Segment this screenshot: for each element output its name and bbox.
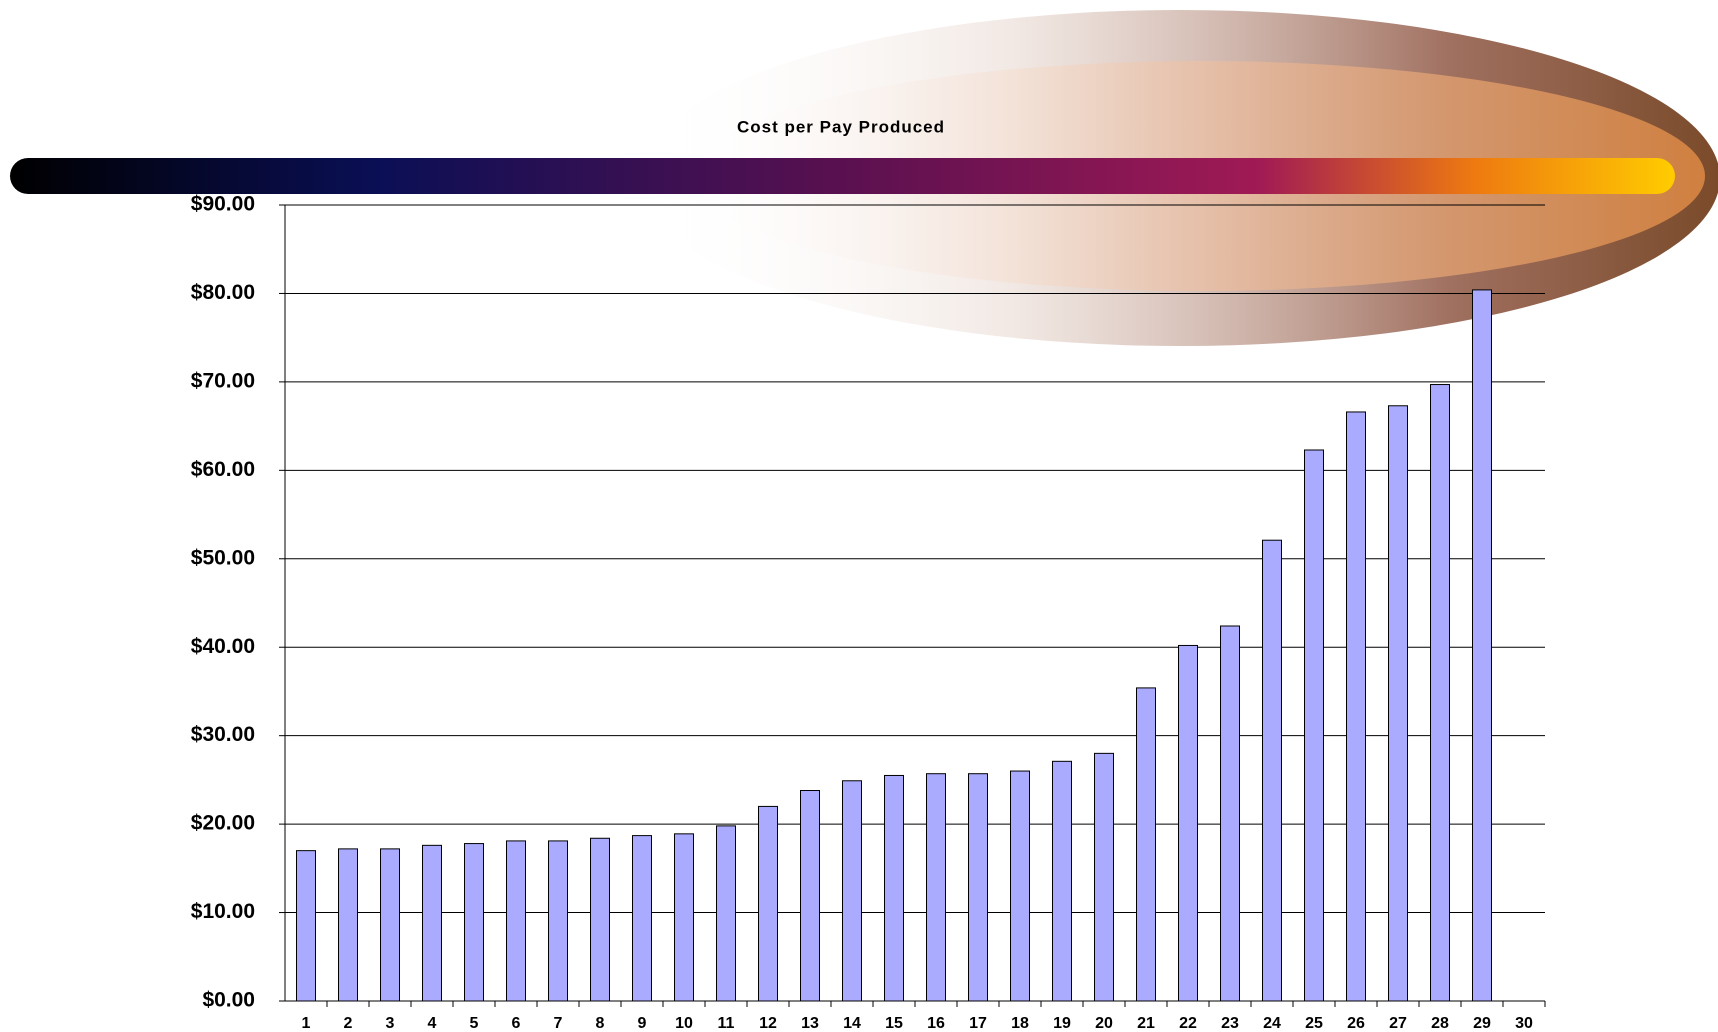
bar bbox=[926, 773, 946, 1002]
y-tick-label: $30.00 bbox=[191, 723, 255, 746]
y-tick-label: $40.00 bbox=[191, 635, 255, 658]
x-tick-label: 2 bbox=[344, 1015, 353, 1032]
x-tick-label: 22 bbox=[1179, 1015, 1197, 1032]
x-tick-label: 7 bbox=[554, 1015, 563, 1032]
x-tick-label: 10 bbox=[675, 1015, 693, 1032]
x-tick-label: 1 bbox=[302, 1015, 311, 1032]
x-tick-label: 25 bbox=[1305, 1015, 1323, 1032]
x-tick-label: 13 bbox=[801, 1015, 819, 1032]
x-tick-label: 20 bbox=[1095, 1015, 1113, 1032]
bar bbox=[1094, 752, 1114, 1002]
bar bbox=[1220, 625, 1240, 1002]
bar bbox=[884, 774, 904, 1002]
bar bbox=[758, 805, 778, 1002]
x-tick-label: 28 bbox=[1431, 1015, 1449, 1032]
x-tick-label: 30 bbox=[1515, 1015, 1533, 1032]
y-tick-label: $10.00 bbox=[191, 900, 255, 923]
bar bbox=[1304, 449, 1324, 1002]
x-tick-label: 4 bbox=[428, 1015, 437, 1032]
bar bbox=[590, 837, 610, 1002]
x-tick-label: 3 bbox=[386, 1015, 395, 1032]
x-tick-label: 29 bbox=[1473, 1015, 1491, 1032]
y-tick-label: $0.00 bbox=[202, 989, 255, 1012]
x-tick-label: 15 bbox=[885, 1015, 903, 1032]
bar bbox=[380, 848, 400, 1002]
bar bbox=[1052, 760, 1072, 1002]
y-tick-label: $80.00 bbox=[191, 281, 255, 304]
bar bbox=[716, 825, 736, 1002]
bar bbox=[1010, 770, 1030, 1002]
x-tick-label: 12 bbox=[759, 1015, 777, 1032]
x-tick-label: 19 bbox=[1053, 1015, 1071, 1032]
bar bbox=[1430, 384, 1450, 1002]
bar bbox=[1136, 687, 1156, 1002]
chart-title: Cost per Pay Produced bbox=[737, 117, 945, 136]
bar bbox=[1472, 289, 1492, 1002]
y-tick-label: $70.00 bbox=[191, 369, 255, 392]
bar bbox=[548, 840, 568, 1002]
x-tick-label: 6 bbox=[512, 1015, 521, 1032]
bar bbox=[1388, 405, 1408, 1002]
bar bbox=[632, 835, 652, 1002]
bar bbox=[1346, 411, 1366, 1002]
x-tick-label: 9 bbox=[638, 1015, 647, 1032]
bar bbox=[1178, 644, 1198, 1002]
y-tick-label: $50.00 bbox=[191, 546, 255, 569]
x-tick-label: 14 bbox=[843, 1015, 861, 1032]
bar bbox=[464, 843, 484, 1002]
bar bbox=[842, 780, 862, 1002]
x-tick-label: 27 bbox=[1389, 1015, 1407, 1032]
bar bbox=[674, 833, 694, 1002]
bar bbox=[422, 844, 442, 1002]
y-tick-label: $60.00 bbox=[191, 458, 255, 481]
x-tick-label: 23 bbox=[1221, 1015, 1239, 1032]
y-tick-label: $90.00 bbox=[191, 193, 255, 216]
bar bbox=[506, 840, 526, 1002]
bar bbox=[800, 790, 820, 1002]
x-tick-label: 24 bbox=[1263, 1015, 1281, 1032]
x-tick-label: 21 bbox=[1137, 1015, 1155, 1032]
x-tick-label: 16 bbox=[927, 1015, 945, 1032]
x-tick-label: 26 bbox=[1347, 1015, 1365, 1032]
bar bbox=[968, 773, 988, 1002]
decoration bbox=[10, 10, 1718, 346]
bar bbox=[296, 850, 316, 1002]
x-tick-label: 17 bbox=[969, 1015, 987, 1032]
x-tick-label: 8 bbox=[596, 1015, 605, 1032]
bar bbox=[338, 848, 358, 1002]
x-tick-label: 11 bbox=[718, 1015, 735, 1032]
x-tick-label: 18 bbox=[1011, 1015, 1029, 1032]
bar bbox=[1262, 539, 1282, 1002]
y-tick-label: $20.00 bbox=[191, 812, 255, 835]
x-tick-label: 5 bbox=[470, 1015, 479, 1032]
